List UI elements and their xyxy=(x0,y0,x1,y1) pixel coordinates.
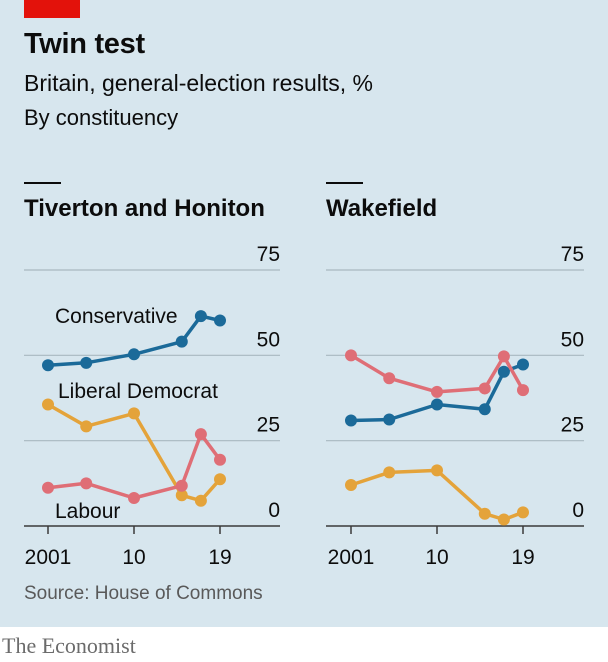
chart-1: Wakefield 0 25 50 75 2001 10 19 xyxy=(326,182,584,569)
chart-title: Twin test xyxy=(24,28,145,60)
data-point xyxy=(383,413,396,426)
brand-name: The Economist xyxy=(2,633,136,658)
data-point xyxy=(214,453,226,466)
data-point xyxy=(345,479,357,492)
data-point xyxy=(128,407,140,420)
data-point xyxy=(80,420,93,433)
data-point xyxy=(345,349,357,362)
data-point xyxy=(383,372,396,385)
series-label: Labour xyxy=(55,500,120,523)
data-point xyxy=(497,513,510,526)
data-point xyxy=(128,492,140,505)
data-point xyxy=(497,365,510,378)
x-tick-label: 19 xyxy=(208,546,231,569)
series-line-2 xyxy=(47,432,222,500)
data-point xyxy=(80,477,93,490)
data-point xyxy=(194,494,207,507)
data-point xyxy=(478,403,491,416)
data-point xyxy=(431,464,443,477)
chart-subsubtitle: By constituency xyxy=(24,105,179,130)
x-tick-label: 2001 xyxy=(328,546,375,569)
x-tick-label: 19 xyxy=(511,546,534,569)
y-tick-label: 75 xyxy=(257,243,280,266)
data-point xyxy=(517,384,529,397)
data-point xyxy=(175,479,188,492)
series-label: Liberal Democrat xyxy=(58,380,218,403)
x-tick-label: 2001 xyxy=(25,546,72,569)
y-tick-label: 50 xyxy=(257,328,280,351)
chart-subtitle: Britain, general-election results, % xyxy=(24,70,373,96)
data-point xyxy=(517,358,529,371)
chart-0: Tiverton and Honiton 0 25 50 75 2001 10 19 Conse… xyxy=(24,182,280,569)
data-point xyxy=(128,348,140,361)
series-label: Conservative xyxy=(55,305,178,328)
x-tick-label: 10 xyxy=(122,546,145,569)
x-tick-label: 10 xyxy=(425,546,448,569)
y-tick-label: 75 xyxy=(561,243,584,266)
y-tick-label: 0 xyxy=(572,499,584,522)
y-tick-label: 25 xyxy=(257,414,280,437)
y-tick-label: 25 xyxy=(561,414,584,437)
series-line-1 xyxy=(350,353,525,394)
source-note: Source: House of Commons xyxy=(24,583,263,604)
series-line-2 xyxy=(350,468,524,522)
charts-svg: Tiverton and Honiton 0 25 50 75 2001 10 19 Conse… xyxy=(24,182,584,569)
data-point xyxy=(194,310,207,323)
data-point xyxy=(175,335,188,348)
data-point xyxy=(214,473,226,486)
data-point xyxy=(497,350,510,363)
data-point xyxy=(175,489,188,502)
data-point xyxy=(42,359,54,372)
data-point xyxy=(517,506,529,519)
panel-title: Wakefield xyxy=(326,195,437,222)
data-point xyxy=(345,414,357,427)
data-point xyxy=(431,398,443,411)
data-point xyxy=(80,356,93,369)
data-point xyxy=(214,314,226,327)
data-point xyxy=(42,481,54,494)
panel-title: Tiverton and Honiton xyxy=(24,195,265,222)
data-point xyxy=(194,428,207,441)
brand-red-bar xyxy=(24,0,80,18)
y-tick-label: 0 xyxy=(268,499,280,522)
data-point xyxy=(383,466,396,479)
data-point xyxy=(478,507,491,520)
data-point xyxy=(478,382,491,395)
data-point xyxy=(431,385,443,398)
data-point xyxy=(42,398,54,411)
y-tick-label: 50 xyxy=(561,328,584,351)
